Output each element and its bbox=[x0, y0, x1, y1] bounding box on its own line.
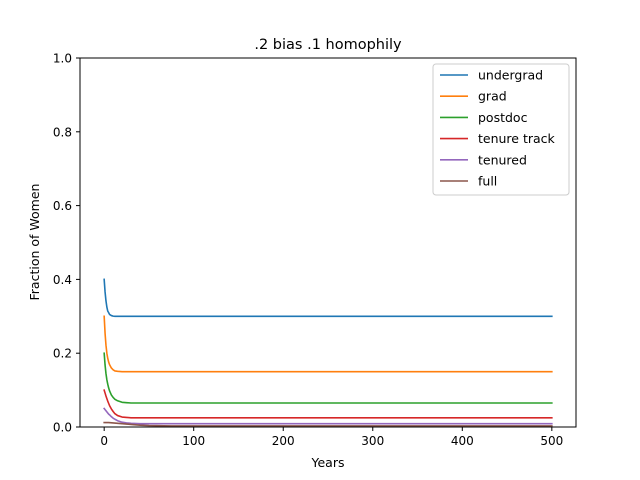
plot-frame bbox=[79, 57, 577, 428]
legend-label-5: full bbox=[478, 174, 497, 189]
legend: undergrad grad postdoc tenure track tenured f… bbox=[432, 63, 570, 196]
plot-lines bbox=[103, 278, 553, 427]
legend-label-2: postdoc bbox=[478, 110, 528, 125]
y-axis-ticks: 0.0 0.2 0.4 0.6 0.8 1.0 bbox=[53, 52, 80, 435]
y-axis-label: Fraction of Women bbox=[27, 184, 42, 301]
y-tick-label: 0.4 bbox=[53, 273, 72, 287]
y-tick-label: 0.0 bbox=[53, 421, 72, 435]
series-line-0 bbox=[103, 278, 553, 318]
series-line-3 bbox=[103, 389, 553, 419]
series-line-1 bbox=[103, 315, 553, 373]
x-tick-label: 400 bbox=[451, 434, 474, 448]
x-axis-ticks: 0 100 200 300 400 500 bbox=[100, 427, 563, 448]
legend-box bbox=[432, 63, 570, 196]
x-axis-label: Years bbox=[311, 455, 345, 470]
y-tick-label: 0.8 bbox=[53, 125, 72, 139]
series-line-2 bbox=[103, 352, 553, 404]
legend-label-4: tenured bbox=[478, 152, 527, 167]
series-line-5 bbox=[103, 421, 553, 427]
y-tick-label: 0.6 bbox=[53, 199, 72, 213]
x-tick-label: 0 bbox=[100, 434, 108, 448]
legend-label-3: tenure track bbox=[478, 131, 556, 146]
x-tick-label: 300 bbox=[361, 434, 384, 448]
y-tick-label: 0.2 bbox=[53, 347, 72, 361]
x-tick-label: 200 bbox=[272, 434, 295, 448]
legend-label-0: undergrad bbox=[478, 68, 543, 83]
series-line-4 bbox=[103, 407, 553, 425]
x-tick-label: 100 bbox=[182, 434, 205, 448]
y-tick-label: 1.0 bbox=[53, 52, 72, 66]
x-tick-label: 500 bbox=[540, 434, 563, 448]
legend-label-1: grad bbox=[478, 89, 507, 104]
chart-title: .2 bias .1 homophily bbox=[254, 37, 402, 53]
